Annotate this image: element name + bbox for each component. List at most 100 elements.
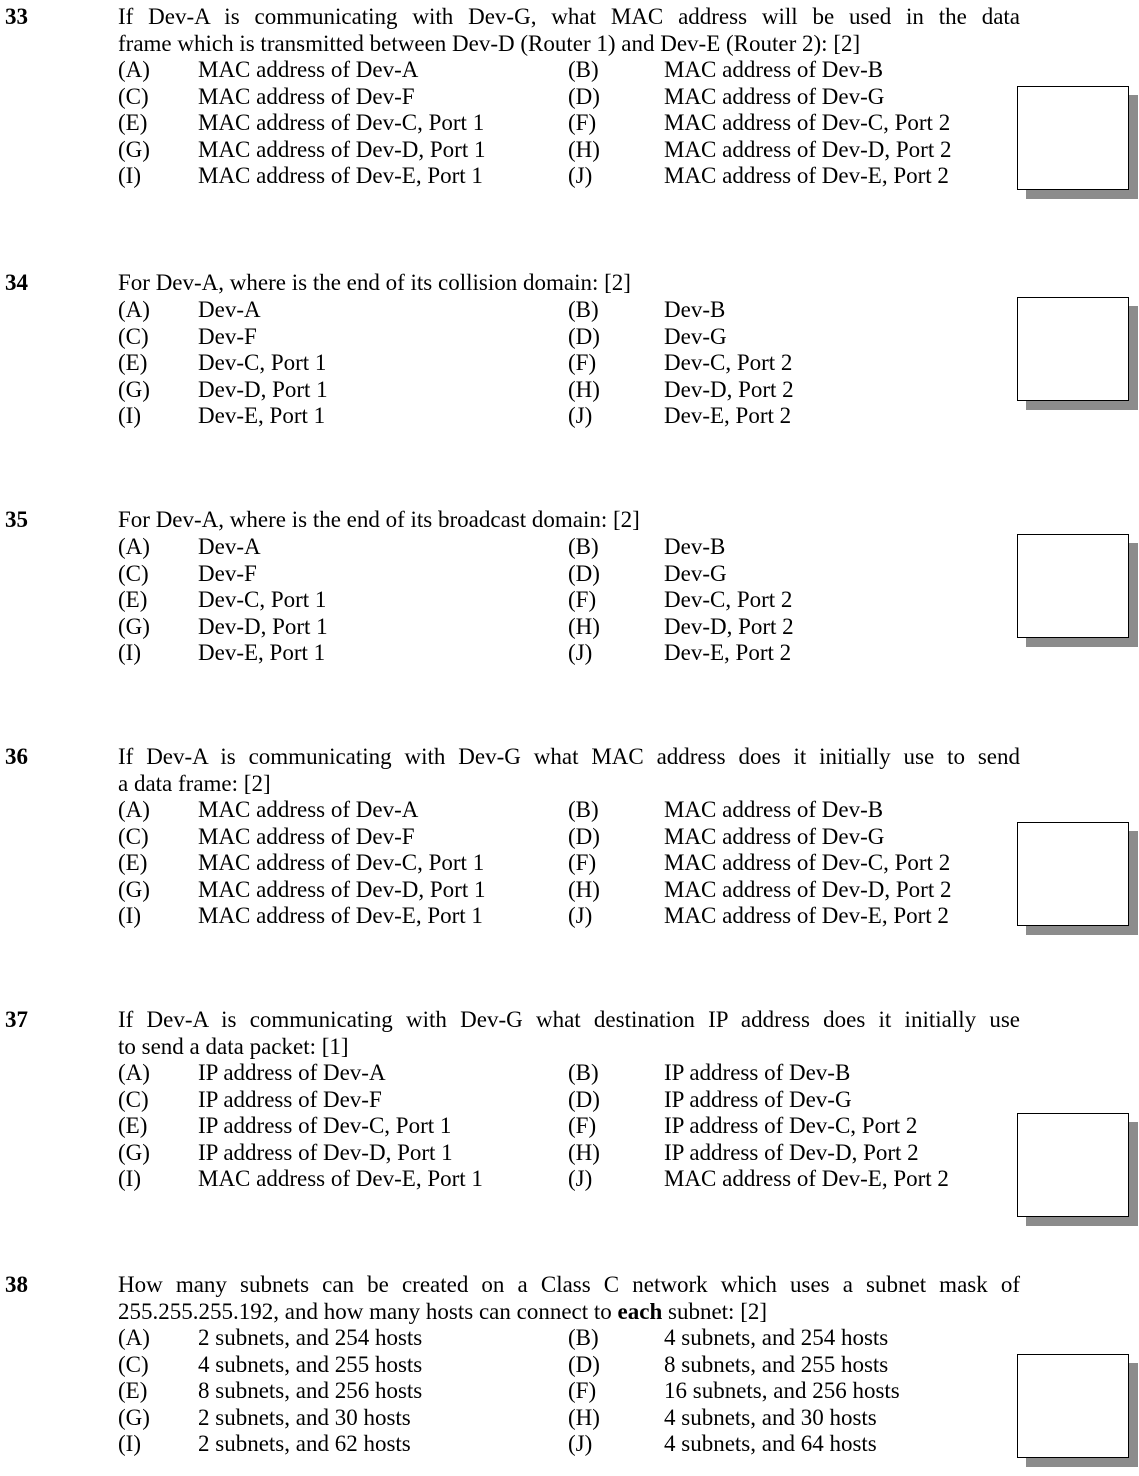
option-letter: (B) <box>568 1325 599 1350</box>
answer-box[interactable] <box>1017 297 1129 401</box>
option-letter: (F) <box>568 1378 597 1403</box>
option-letter: (D) <box>568 823 600 849</box>
option-letter: (J) <box>568 1431 593 1456</box>
option-text: MAC address of Dev-C, Port 2 <box>664 850 951 875</box>
option-text: 2 subnets, and 62 hosts <box>198 1431 411 1456</box>
option-letter: (B) <box>568 57 599 82</box>
question-number: 36 <box>5 744 28 769</box>
option-letter: (A) <box>118 297 150 322</box>
option-text: MAC address of Dev-C, Port 2 <box>664 110 951 135</box>
option-letter: (I) <box>118 1166 141 1191</box>
option-letter: (H) <box>568 613 600 639</box>
answer-box[interactable] <box>1017 534 1129 638</box>
option-letter: (J) <box>568 403 593 428</box>
option-letter: (G) <box>118 136 150 162</box>
option-text: MAC address of Dev-E, Port 2 <box>664 1166 949 1191</box>
option-letter: (D) <box>568 1351 600 1377</box>
option-letter: (G) <box>118 1139 150 1165</box>
option-letter: (D) <box>568 83 600 109</box>
question-text-line: For Dev-A, where is the end of its broad… <box>118 507 640 532</box>
option-letter: (I) <box>118 1431 141 1456</box>
option-letter: (A) <box>118 1060 150 1085</box>
question-text-line: to send a data packet: [1] <box>118 1033 349 1059</box>
option-letter: (I) <box>118 640 141 665</box>
option-text: MAC address of Dev-D, Port 2 <box>664 136 952 162</box>
option-text: MAC address of Dev-E, Port 2 <box>664 163 949 188</box>
question-text-part: subnet: [2] <box>662 1298 768 1324</box>
option-text: MAC address of Dev-E, Port 1 <box>198 903 483 928</box>
option-letter: (F) <box>568 587 597 612</box>
option-text: 4 subnets, and 30 hosts <box>664 1404 877 1430</box>
option-letter: (F) <box>568 350 597 375</box>
question-text-line: a data frame: [2] <box>118 770 271 796</box>
question-text: For Dev-A, where is the end of its broad… <box>118 507 1020 534</box>
question-text: If Dev-A is communicating with Dev-G, wh… <box>118 4 1020 57</box>
question-number: 37 <box>5 1007 28 1032</box>
option-letter: (C) <box>118 83 149 109</box>
option-letter: (H) <box>568 136 600 162</box>
option-text: MAC address of Dev-D, Port 1 <box>198 136 486 162</box>
option-letter: (E) <box>118 350 148 375</box>
option-text: Dev-E, Port 1 <box>198 403 326 428</box>
question-number: 33 <box>5 4 28 29</box>
option-text: Dev-B <box>664 534 726 559</box>
question-number: 34 <box>5 270 28 295</box>
question-text: If Dev-A is communicating with Dev-G wha… <box>118 1007 1020 1060</box>
option-text: MAC address of Dev-G <box>664 83 885 109</box>
option-letter: (J) <box>568 1166 593 1191</box>
option-text: 8 subnets, and 255 hosts <box>664 1351 889 1377</box>
option-text: 4 subnets, and 255 hosts <box>198 1351 423 1377</box>
option-text: Dev-E, Port 1 <box>198 640 326 665</box>
option-text: 2 subnets, and 254 hosts <box>198 1325 423 1350</box>
answer-box[interactable] <box>1017 86 1129 190</box>
option-letter: (H) <box>568 876 600 902</box>
answer-box[interactable] <box>1017 822 1129 926</box>
option-text: MAC address of Dev-F <box>198 83 415 109</box>
option-letter: (H) <box>568 1139 600 1165</box>
question-text-line: How many subnets can be created on a Cla… <box>118 1272 1020 1297</box>
option-text: Dev-A <box>198 534 261 559</box>
option-letter: (I) <box>118 403 141 428</box>
option-letter: (J) <box>568 640 593 665</box>
option-letter: (C) <box>118 1086 149 1112</box>
option-text: 4 subnets, and 64 hosts <box>664 1431 877 1456</box>
answer-box[interactable] <box>1017 1354 1129 1458</box>
option-letter: (I) <box>118 903 141 928</box>
question-text-line: For Dev-A, where is the end of its colli… <box>118 270 631 295</box>
option-letter: (D) <box>568 1086 600 1112</box>
answer-box[interactable] <box>1017 1113 1129 1217</box>
option-text: IP address of Dev-F <box>198 1086 382 1112</box>
option-text: Dev-F <box>198 323 257 349</box>
option-letter: (G) <box>118 376 150 402</box>
question-number: 35 <box>5 507 28 532</box>
option-letter: (J) <box>568 903 593 928</box>
option-letter: (E) <box>118 850 148 875</box>
question-text: If Dev-A is communicating with Dev-G wha… <box>118 744 1020 797</box>
option-letter: (H) <box>568 1404 600 1430</box>
option-text: IP address of Dev-D, Port 2 <box>664 1139 919 1165</box>
option-letter: (C) <box>118 823 149 849</box>
option-letter: (F) <box>568 850 597 875</box>
option-text: MAC address of Dev-E, Port 1 <box>198 163 483 188</box>
question-text-line: If Dev-A is communicating with Dev-G wha… <box>118 744 1020 769</box>
option-text: MAC address of Dev-G <box>664 823 885 849</box>
question-text: For Dev-A, where is the end of its colli… <box>118 270 1020 297</box>
question-text-line: If Dev-A is communicating with Dev-G, wh… <box>118 4 1020 29</box>
option-letter: (C) <box>118 323 149 349</box>
option-text: IP address of Dev-C, Port 2 <box>664 1113 918 1138</box>
option-letter: (E) <box>118 587 148 612</box>
option-text: Dev-C, Port 2 <box>664 587 793 612</box>
option-text: Dev-C, Port 2 <box>664 350 793 375</box>
option-text: IP address of Dev-A <box>198 1060 386 1085</box>
option-letter: (J) <box>568 163 593 188</box>
option-letter: (H) <box>568 376 600 402</box>
option-text: Dev-A <box>198 297 261 322</box>
question-number: 38 <box>5 1272 28 1297</box>
option-text: MAC address of Dev-B <box>664 57 884 82</box>
option-text: IP address of Dev-B <box>664 1060 851 1085</box>
option-letter: (A) <box>118 57 150 82</box>
option-text: Dev-B <box>664 297 726 322</box>
option-text: 4 subnets, and 254 hosts <box>664 1325 889 1350</box>
option-letter: (F) <box>568 1113 597 1138</box>
option-text: Dev-D, Port 1 <box>198 376 328 402</box>
